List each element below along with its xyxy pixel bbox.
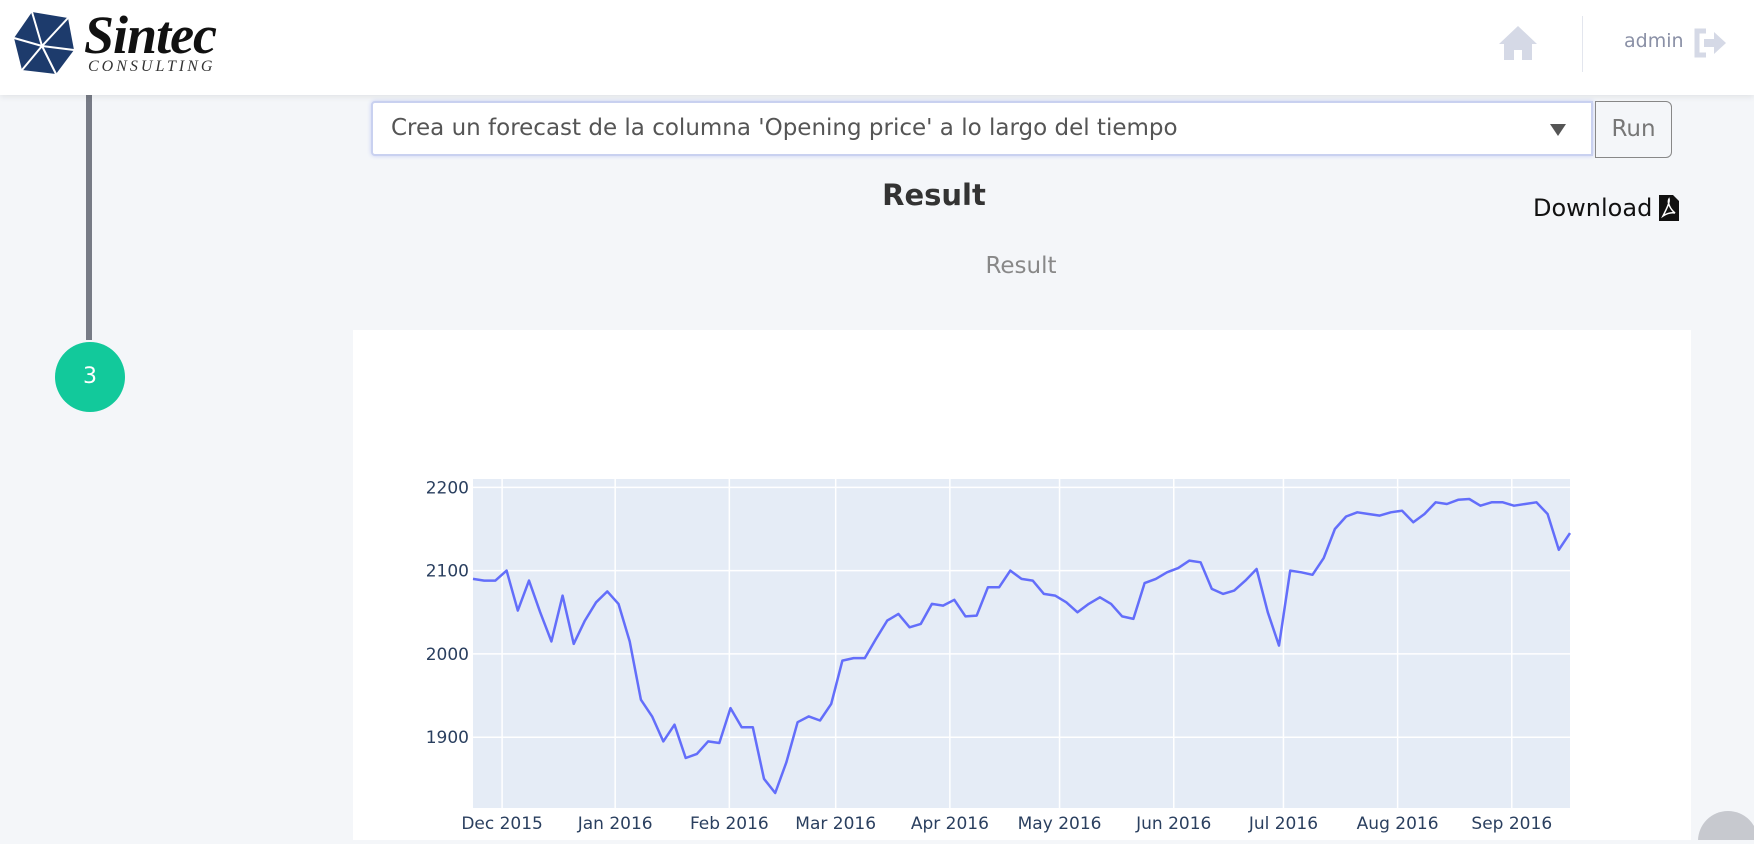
x-tick-label: Mar 2016: [795, 814, 876, 834]
y-tick-label: 2000: [426, 645, 469, 665]
x-tick-label: Sep 2016: [1471, 814, 1552, 834]
x-tick-label: Jan 2016: [577, 814, 653, 834]
x-tick-label: Feb 2016: [690, 814, 769, 834]
chart: 1900 2000 2100 2200 Dec 2015 Jan 2016 Feb 2016…: [426, 478, 1572, 834]
x-tick-label: Jun 2016: [1135, 814, 1211, 834]
query-input[interactable]: Crea un forecast de la columna 'Opening …: [371, 101, 1593, 156]
x-tick-label: Dec 2015: [461, 814, 543, 834]
step-rail: [86, 95, 92, 340]
chat-button[interactable]: [1693, 808, 1754, 840]
result-subtitle: Result: [985, 253, 1057, 279]
user-name[interactable]: admin: [1624, 30, 1684, 52]
brand: Sintec: [84, 5, 217, 65]
y-tick-label: 2200: [426, 478, 469, 498]
result-title: Result: [882, 178, 986, 212]
logo-mark: [13, 11, 75, 75]
brand-sub: CONSULTING: [88, 58, 216, 75]
dropdown-arrow[interactable]: [1548, 121, 1568, 137]
separator: [1582, 16, 1583, 72]
home-icon[interactable]: [1497, 24, 1539, 62]
plot-background: [473, 479, 1570, 808]
download-text[interactable]: Download: [1533, 194, 1653, 222]
data-line: [472, 497, 1572, 795]
x-tick-label: Aug 2016: [1357, 814, 1439, 834]
header: Sintec CONSULTING admin: [0, 0, 1754, 95]
download-link[interactable]: Download: [1533, 194, 1680, 222]
y-tick-label: 2100: [426, 562, 469, 582]
pdf-icon[interactable]: [1658, 194, 1680, 222]
x-tick-label: May 2016: [1018, 814, 1102, 834]
query-text[interactable]: Crea un forecast de la columna 'Opening …: [391, 115, 1178, 141]
chart-panel: 1900 2000 2100 2200 Dec 2015 Jan 2016 Feb 2016…: [353, 330, 1691, 840]
x-tick-label: Apr 2016: [911, 814, 989, 834]
logout-icon[interactable]: [1694, 28, 1728, 58]
y-tick-label: 1900: [426, 728, 469, 748]
run-button[interactable]: Run: [1595, 101, 1672, 158]
x-tick-label: Jul 2016: [1248, 814, 1318, 834]
step-badge: 3: [55, 342, 125, 412]
